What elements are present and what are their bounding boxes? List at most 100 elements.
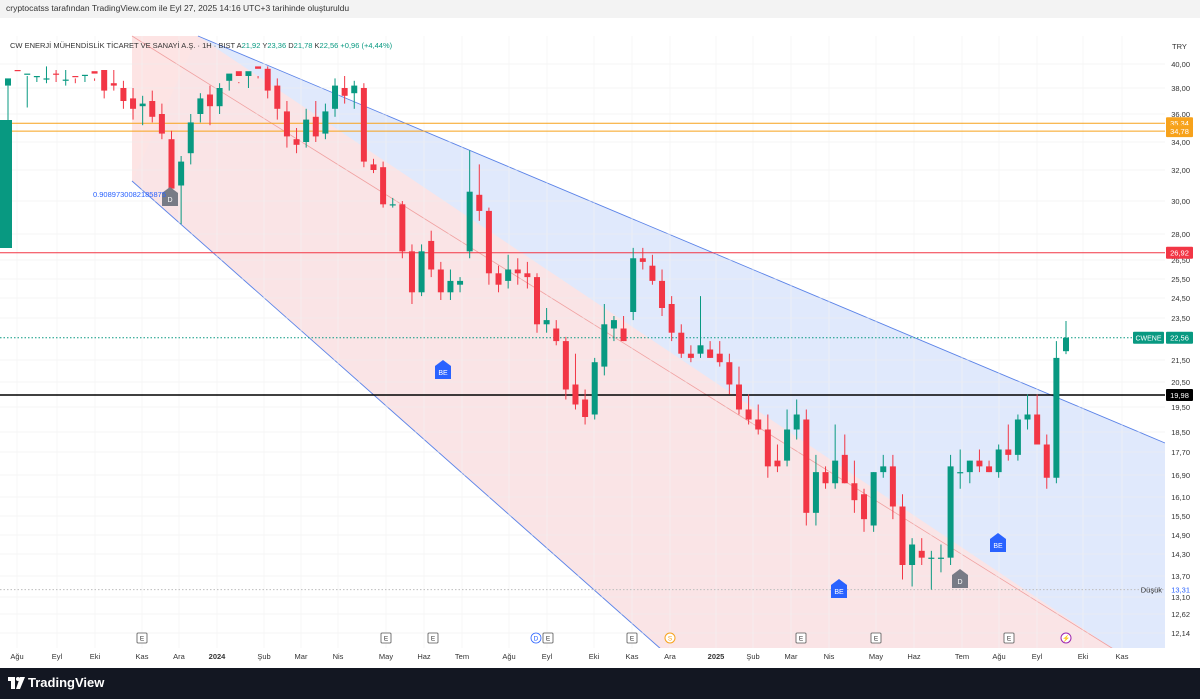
- marker-be[interactable]: BE: [435, 360, 451, 379]
- marker-be[interactable]: BE: [990, 533, 1006, 552]
- candle[interactable]: [582, 389, 589, 425]
- candle[interactable]: [1034, 394, 1041, 445]
- candle[interactable]: [928, 550, 935, 590]
- candle[interactable]: [918, 538, 925, 565]
- candle[interactable]: [841, 434, 848, 484]
- candle[interactable]: [639, 247, 646, 270]
- candle[interactable]: [543, 308, 550, 333]
- candle[interactable]: [72, 76, 79, 84]
- candle[interactable]: [360, 83, 367, 168]
- candle[interactable]: [957, 449, 964, 489]
- candle[interactable]: [187, 114, 194, 165]
- candle[interactable]: [206, 85, 213, 126]
- candle[interactable]: [274, 78, 281, 120]
- candle[interactable]: [562, 336, 569, 400]
- candle[interactable]: [178, 156, 185, 225]
- candle[interactable]: [130, 88, 137, 120]
- event-markers[interactable]: E E E D E E S E E E ⚡: [136, 632, 1072, 644]
- candle[interactable]: [476, 164, 483, 221]
- candle[interactable]: [678, 324, 685, 358]
- candle[interactable]: [101, 70, 108, 99]
- event-marker[interactable]: D: [530, 632, 542, 644]
- event-marker[interactable]: E: [136, 632, 148, 644]
- candle[interactable]: [447, 269, 454, 301]
- marker-d[interactable]: D: [952, 569, 968, 588]
- candle[interactable]: [303, 108, 310, 148]
- candle[interactable]: [755, 404, 762, 435]
- candle[interactable]: [14, 70, 21, 78]
- candle[interactable]: [716, 341, 723, 367]
- candle[interactable]: [649, 254, 656, 285]
- price-axis[interactable]: 40,00 38,00 36,00 34,00 32,00 30,00 28,00 26,50…: [1133, 36, 1200, 668]
- horizontal-lines[interactable]: [0, 120, 1165, 591]
- candle[interactable]: [53, 70, 60, 82]
- candle[interactable]: [332, 78, 339, 117]
- candle[interactable]: [880, 454, 887, 478]
- candle[interactable]: [707, 341, 714, 358]
- candle[interactable]: [437, 261, 444, 300]
- price-label-5[interactable]: 13,31 Düşük: [1141, 586, 1190, 595]
- candle[interactable]: [216, 83, 223, 114]
- candle[interactable]: [986, 460, 993, 473]
- channel-bottom-line[interactable]: [131, 180, 663, 651]
- candle[interactable]: [1005, 424, 1012, 461]
- candle[interactable]: [120, 80, 127, 109]
- candle[interactable]: [485, 207, 492, 285]
- candle[interactable]: [687, 345, 694, 363]
- candle[interactable]: [466, 150, 473, 259]
- candle[interactable]: [966, 460, 973, 484]
- candle[interactable]: [399, 201, 406, 259]
- event-marker[interactable]: E: [1003, 632, 1015, 644]
- candle[interactable]: [726, 353, 733, 395]
- candles[interactable]: [5, 66, 1069, 590]
- time-axis[interactable]: Ağu Eyl Eki Kas Ara 2024 Şub Mar Nis May Haz Tem Ağu…: [0, 648, 1200, 668]
- candle[interactable]: [697, 296, 704, 358]
- event-marker[interactable]: ⚡: [1060, 632, 1072, 644]
- candle[interactable]: [1043, 434, 1050, 489]
- candle[interactable]: [947, 454, 954, 565]
- candle[interactable]: [341, 76, 348, 104]
- event-marker[interactable]: E: [427, 632, 439, 644]
- price-label-1[interactable]: 34,78: [1166, 125, 1193, 138]
- candle[interactable]: [370, 158, 377, 174]
- candle[interactable]: [380, 161, 387, 208]
- candle[interactable]: [293, 128, 300, 154]
- regression-channel[interactable]: [131, 35, 1166, 651]
- candle[interactable]: [976, 449, 983, 473]
- candle[interactable]: [283, 101, 290, 148]
- candle[interactable]: [264, 66, 271, 99]
- candle[interactable]: [764, 414, 771, 478]
- event-marker[interactable]: S: [664, 632, 676, 644]
- candle[interactable]: [226, 73, 233, 91]
- candle[interactable]: [158, 103, 165, 140]
- candle[interactable]: [1024, 394, 1031, 430]
- candle[interactable]: [91, 71, 98, 81]
- candle[interactable]: [899, 494, 906, 580]
- candle[interactable]: [745, 394, 752, 425]
- candle[interactable]: [149, 90, 156, 123]
- marker-d[interactable]: D: [162, 187, 178, 206]
- signal-markers[interactable]: D BE BE BE D: [162, 187, 1006, 598]
- candle[interactable]: [351, 80, 358, 109]
- price-chart[interactable]: D BE BE BE D 40,00 38,00 36,00 34,00 32,00 30,00 2…: [0, 18, 1200, 668]
- candle[interactable]: [312, 101, 319, 142]
- candle[interactable]: [43, 66, 50, 84]
- candle[interactable]: [457, 277, 464, 293]
- event-marker[interactable]: E: [626, 632, 638, 644]
- channel-top-line[interactable]: [197, 35, 1166, 444]
- candle[interactable]: [5, 78, 11, 145]
- candle[interactable]: [822, 466, 829, 489]
- event-marker[interactable]: E: [795, 632, 807, 644]
- candle[interactable]: [235, 71, 242, 84]
- candle[interactable]: [659, 269, 666, 317]
- candle[interactable]: [832, 424, 839, 489]
- marker-be[interactable]: BE: [831, 579, 847, 598]
- candle[interactable]: [774, 444, 781, 473]
- candle[interactable]: [389, 197, 396, 208]
- event-marker[interactable]: E: [870, 632, 882, 644]
- candle[interactable]: [620, 316, 627, 342]
- candle[interactable]: [812, 454, 819, 526]
- event-marker[interactable]: E: [380, 632, 392, 644]
- candle[interactable]: [784, 409, 791, 467]
- candle[interactable]: [1014, 414, 1021, 461]
